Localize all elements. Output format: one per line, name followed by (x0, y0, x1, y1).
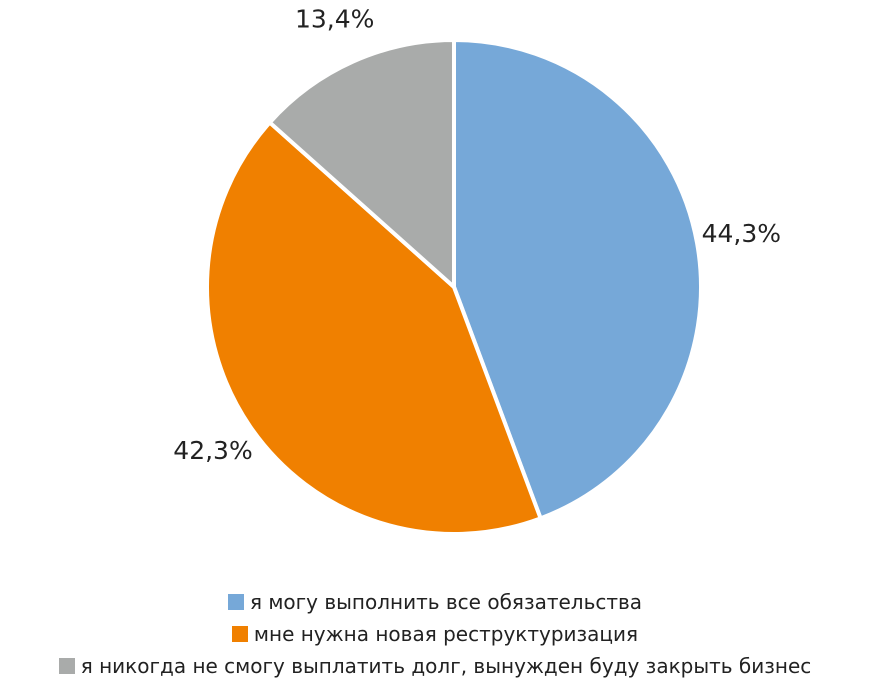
legend-item: я никогда не смогу выплатить долг, вынуж… (58, 654, 812, 678)
legend-swatch (227, 594, 244, 610)
legend-item: я могу выполнить все обязательства (227, 590, 643, 614)
legend-label: я никогда не смогу выплатить долг, вынуж… (80, 654, 812, 678)
legend-item: мне нужна новая реструктуризация (231, 622, 639, 646)
legend-label: я могу выполнить все обязательства (249, 590, 643, 614)
pie-area: 44,3% 42,3% 13,4% (173, 4, 781, 536)
data-label: 42,3% (173, 436, 252, 465)
data-label: 44,3% (702, 219, 781, 248)
legend-swatch (58, 658, 75, 674)
pie-slice (266, 37, 456, 292)
legend-label: мне нужна новая реструктуризация (253, 622, 639, 646)
pie-slice (452, 37, 703, 521)
data-label: 13,4% (295, 4, 374, 33)
legend: я могу выполнить все обязательства мне ну… (0, 590, 870, 678)
pie-slice (205, 119, 544, 536)
legend-swatch (231, 626, 248, 642)
